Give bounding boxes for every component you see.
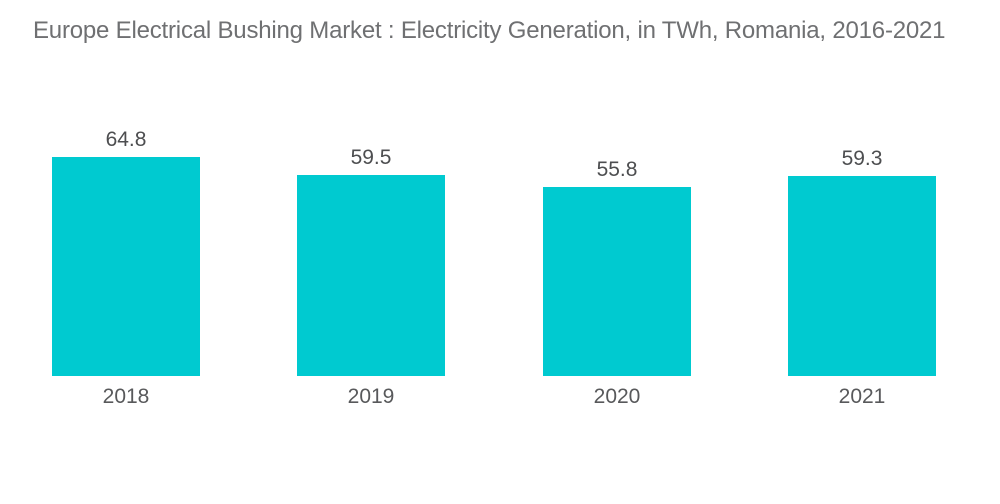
chart-title: Europe Electrical Bushing Market : Elect… — [33, 17, 946, 44]
bar-2019 — [297, 174, 445, 376]
bar-category-label: 2021 — [838, 385, 886, 408]
bar-value-label: 59.3 — [841, 146, 883, 170]
bar-category-label: 2020 — [593, 385, 641, 408]
bar-group-2018: 64.8 2018 — [52, 129, 200, 407]
bar-category-label: 2019 — [347, 385, 395, 408]
bar-value-label: 55.8 — [596, 158, 638, 182]
bar-group-2019: 59.5 2019 — [297, 147, 445, 407]
bar-2020 — [543, 187, 691, 376]
bar-2021 — [788, 175, 936, 376]
bar-group-2021: 59.3 2021 — [788, 148, 936, 407]
bar-value-label: 59.5 — [350, 145, 392, 169]
bar-category-label: 2018 — [102, 385, 150, 408]
bar-value-label: 64.8 — [105, 128, 147, 151]
bar-2018 — [52, 157, 200, 376]
bar-group-2020: 55.8 2020 — [543, 159, 691, 407]
